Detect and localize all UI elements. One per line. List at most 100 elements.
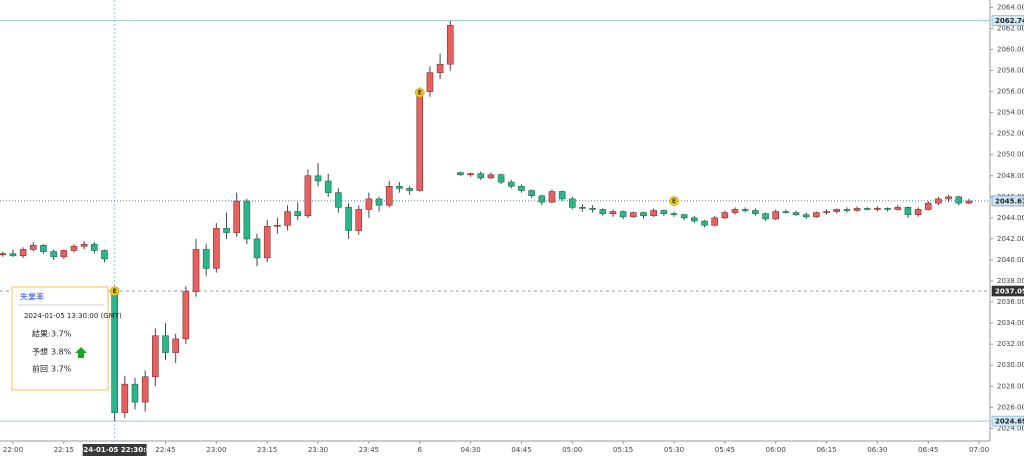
candle-body xyxy=(284,211,291,226)
candle-body xyxy=(243,200,251,240)
x-tick-label: 23:00 xyxy=(206,446,226,454)
candle-body xyxy=(375,198,383,206)
x-tick-label: 23:45 xyxy=(359,446,379,454)
y-tick-label: 2028.00 xyxy=(997,382,1024,390)
crosshair-x-label: 2024-01-05 22:30:00 xyxy=(74,446,156,454)
candle-body xyxy=(477,173,485,179)
y-tick-label: 2052.00 xyxy=(997,130,1024,138)
candle-body xyxy=(965,200,973,204)
candle-body xyxy=(691,217,698,222)
tooltip-title: 失業率 xyxy=(20,292,44,302)
candle-body xyxy=(945,196,952,200)
event-marker xyxy=(414,87,425,98)
x-tick-label: 06:45 xyxy=(918,446,938,454)
candle-body xyxy=(843,209,851,211)
x-tick-label: 22:00 xyxy=(3,446,23,454)
x-tick-label: 23:15 xyxy=(257,446,277,454)
candle-body xyxy=(60,250,68,258)
candle-body xyxy=(9,253,17,257)
event-marker-label: E xyxy=(418,90,422,97)
candle-body xyxy=(833,209,841,212)
y-tick-label: 2040.00 xyxy=(997,256,1024,264)
candle-body xyxy=(721,212,729,219)
candle-body xyxy=(355,209,363,231)
candle-body xyxy=(406,188,413,191)
candle-body xyxy=(935,198,942,204)
candle-body xyxy=(121,383,129,413)
crosshair-x-label-bg xyxy=(82,444,147,456)
event-marker-label: E xyxy=(113,288,117,295)
y-tick-label: 2030.00 xyxy=(997,361,1024,369)
candle-body xyxy=(558,191,566,200)
candle-body xyxy=(579,207,586,209)
candle-body xyxy=(141,376,149,403)
candle-body xyxy=(589,208,596,210)
candle-body xyxy=(101,250,108,260)
candle-body xyxy=(70,245,78,251)
y-tick-label: 2026.00 xyxy=(997,403,1024,411)
price-label-bg xyxy=(991,15,1024,26)
candle-body xyxy=(792,212,800,216)
x-tick-label: 06:15 xyxy=(816,446,836,454)
candle-body xyxy=(853,208,861,211)
candle-body xyxy=(40,244,47,252)
candle-body xyxy=(324,180,332,193)
price-label-bg xyxy=(991,415,1024,427)
x-tick-label: 04:30 xyxy=(461,446,481,454)
candle-body xyxy=(711,217,718,226)
candle-body xyxy=(914,209,922,216)
tooltip-label: 予想 xyxy=(32,347,48,357)
price-label: 2024.69 xyxy=(995,418,1024,426)
candle-body xyxy=(202,249,210,269)
candle-body xyxy=(894,207,902,210)
candle-body xyxy=(172,338,179,353)
candle-body xyxy=(50,251,57,258)
candle-body xyxy=(162,335,169,353)
price-label: 2045.61 xyxy=(995,197,1024,205)
candle-body xyxy=(863,208,871,210)
candle-body xyxy=(528,190,535,197)
tooltip-time: 2024-01-05 13:30:00 (GMT) xyxy=(24,312,122,320)
candle-body xyxy=(752,210,759,214)
x-tick-label: 07:00 xyxy=(969,446,989,454)
candle-body xyxy=(904,207,912,216)
price-label-bg xyxy=(991,285,1024,297)
tooltip-box xyxy=(11,286,109,391)
candle-body xyxy=(507,181,515,187)
candle-body xyxy=(630,212,637,218)
candle-body xyxy=(874,208,881,210)
candle-body xyxy=(701,220,708,226)
x-tick-label: 05:00 xyxy=(562,446,582,454)
candle-body xyxy=(416,91,424,191)
candle-body xyxy=(436,63,444,73)
up-arrow-icon xyxy=(75,347,87,358)
candle-body xyxy=(131,383,139,403)
candle-body xyxy=(802,214,810,218)
candle-body xyxy=(955,196,963,204)
candle-body xyxy=(660,210,668,214)
candle-body xyxy=(599,209,607,214)
candle-body xyxy=(192,249,200,292)
candle-body xyxy=(650,210,657,217)
candle-body xyxy=(772,211,780,220)
tooltip-label: 結果: xyxy=(32,329,51,339)
candle-body xyxy=(91,243,98,251)
y-tick-label: 2042.00 xyxy=(997,235,1024,243)
candle-body xyxy=(304,175,312,217)
candle-body xyxy=(884,208,891,210)
candle-body xyxy=(782,211,790,213)
y-tick-label: 2064.00 xyxy=(997,3,1024,11)
candle-body xyxy=(29,244,37,250)
x-tick-label: 06:00 xyxy=(766,446,786,454)
candle-body xyxy=(345,207,352,231)
event-marker xyxy=(109,286,120,296)
y-tick-label: 2034.00 xyxy=(997,319,1024,327)
candle-body xyxy=(385,185,393,206)
candle-body xyxy=(314,175,322,182)
y-tick-label: 2024.00 xyxy=(997,424,1024,432)
x-tick-label: 6 xyxy=(418,446,423,454)
candle-body xyxy=(0,253,7,256)
price-label: 2062.74 xyxy=(995,17,1024,25)
candle-body xyxy=(152,335,159,378)
y-tick-label: 2056.00 xyxy=(997,88,1024,96)
